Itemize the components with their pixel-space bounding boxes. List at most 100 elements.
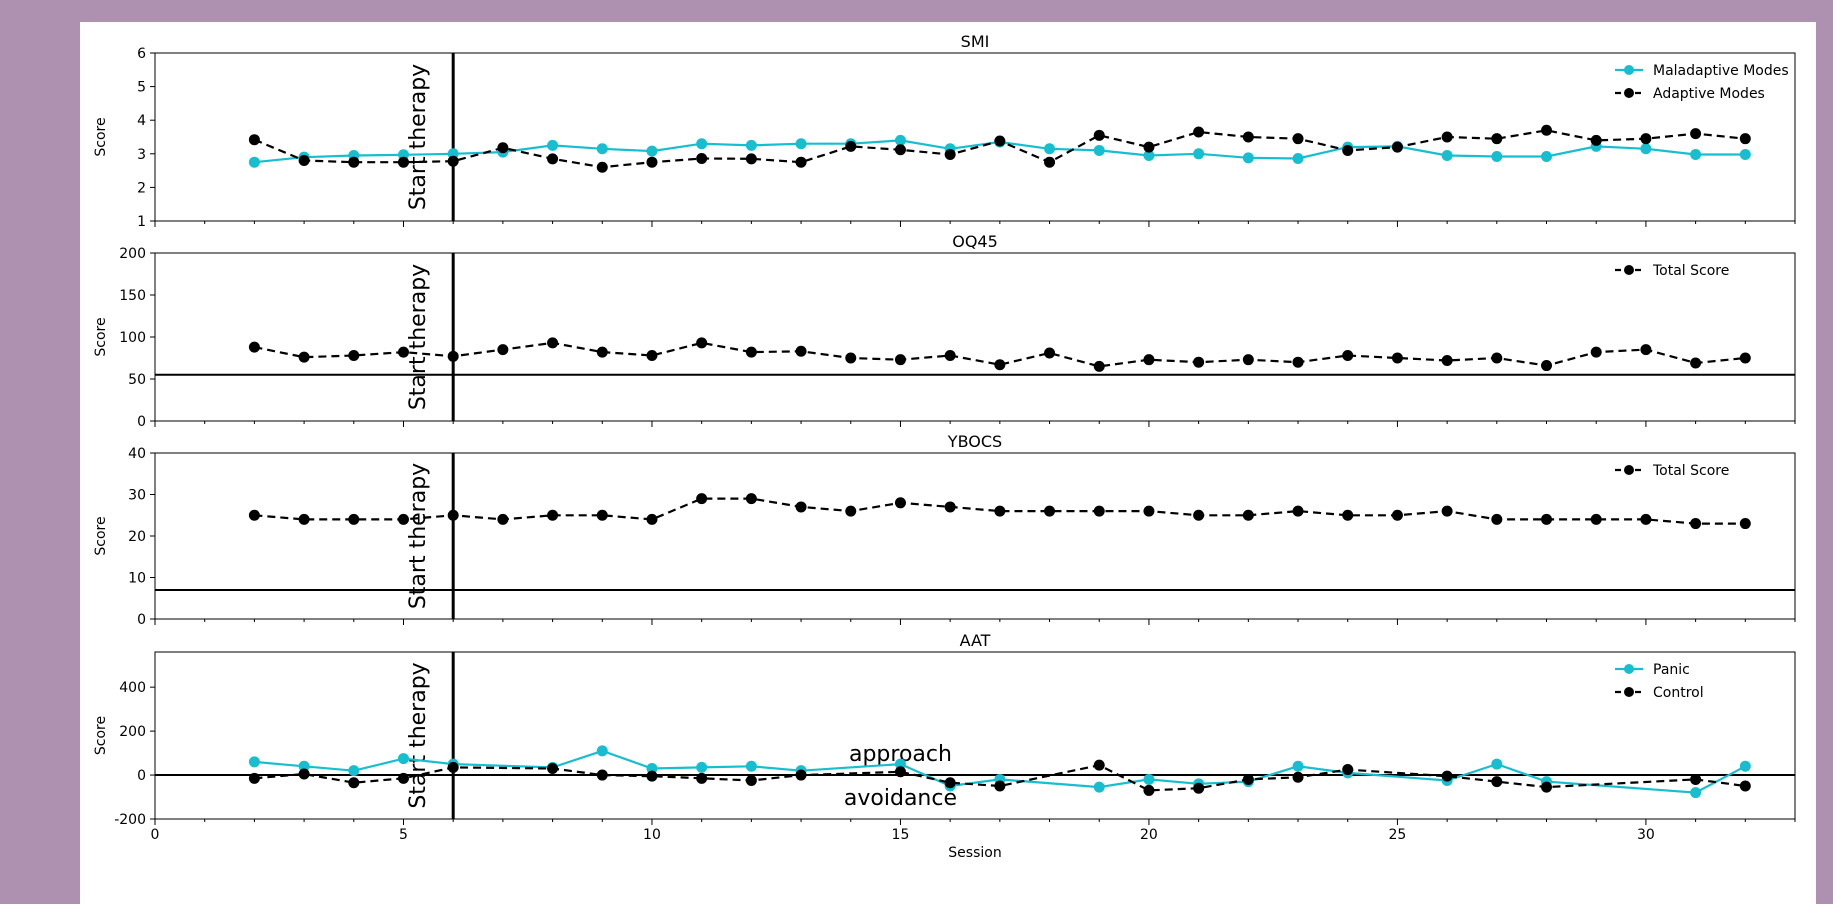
- data-point: [1491, 776, 1503, 788]
- y-tick-label: 30: [128, 488, 146, 504]
- data-point: [944, 349, 956, 361]
- data-point: [298, 768, 310, 780]
- start-therapy-label: Start therapy: [406, 64, 431, 210]
- data-point: [1093, 144, 1105, 156]
- data-point: [596, 346, 608, 358]
- data-point: [944, 148, 956, 160]
- data-point: [1193, 356, 1205, 368]
- data-point: [1044, 505, 1056, 517]
- y-tick-label: 4: [137, 113, 146, 129]
- x-tick-label: 15: [892, 827, 910, 843]
- data-point: [248, 756, 260, 768]
- data-point: [596, 509, 608, 521]
- data-point: [1193, 509, 1205, 521]
- data-point: [397, 513, 409, 525]
- data-point: [497, 513, 509, 525]
- legend-label: Total Score: [1652, 263, 1729, 279]
- data-point: [646, 145, 658, 157]
- data-point: [845, 352, 857, 364]
- annotation-avoidance: avoidance: [844, 786, 957, 811]
- start-therapy-label: Start therapy: [406, 662, 431, 808]
- legend-swatch-marker: [1624, 65, 1634, 75]
- y-tick-label: 3: [137, 147, 146, 163]
- data-point: [646, 762, 658, 774]
- y-tick-label: 6: [137, 46, 146, 62]
- data-point: [795, 501, 807, 513]
- data-point: [1690, 518, 1702, 530]
- legend-entry: Control: [1615, 685, 1704, 701]
- data-point: [248, 156, 260, 168]
- data-point: [447, 761, 459, 773]
- data-point: [1093, 781, 1105, 793]
- data-point: [547, 762, 559, 774]
- data-point: [1143, 354, 1155, 366]
- data-point: [596, 769, 608, 781]
- data-point: [1044, 347, 1056, 359]
- data-point: [1292, 505, 1304, 517]
- data-point: [745, 760, 757, 772]
- data-point: [348, 156, 360, 168]
- data-point: [1093, 360, 1105, 372]
- figure-canvas: SMI 1 2 3 4 5 6 Score Start therapy Maladaptive M…: [80, 22, 1816, 904]
- data-point: [646, 770, 658, 782]
- data-point: [248, 509, 260, 521]
- data-point: [696, 761, 708, 773]
- data-point: [397, 753, 409, 765]
- data-point: [1292, 133, 1304, 145]
- data-point: [1292, 356, 1304, 368]
- data-point: [1491, 513, 1503, 525]
- data-point: [1739, 518, 1751, 530]
- legend-swatch-marker: [1624, 88, 1634, 98]
- legend-label: Adaptive Modes: [1653, 86, 1765, 102]
- data-point: [497, 142, 509, 154]
- data-point: [1590, 513, 1602, 525]
- start-therapy-label: Start therapy: [406, 463, 431, 609]
- chart-title: SMI: [961, 32, 990, 51]
- data-point: [1541, 150, 1553, 162]
- data-point: [894, 766, 906, 778]
- data-point: [994, 359, 1006, 371]
- data-point: [696, 153, 708, 165]
- data-point: [1242, 509, 1254, 521]
- legend-entry: Total Score: [1615, 263, 1729, 279]
- panel-aat: AAT -200 0 200 400 0 5 10 15 20 25 30 Session Score St…: [93, 631, 1796, 861]
- data-point: [1690, 357, 1702, 369]
- data-point: [1342, 349, 1354, 361]
- y-tick-label: 10: [128, 571, 146, 587]
- data-point: [298, 351, 310, 363]
- y-tick-label: 40: [128, 446, 146, 462]
- data-point: [1441, 149, 1453, 161]
- legend-entry: Panic: [1615, 662, 1690, 678]
- panel-smi: SMI 1 2 3 4 5 6 Score Start therapy Maladaptive M…: [93, 32, 1796, 230]
- data-point: [1491, 758, 1503, 770]
- data-point: [1143, 784, 1155, 796]
- series-total-score: [248, 337, 1751, 372]
- data-point: [298, 760, 310, 772]
- data-point: [348, 765, 360, 777]
- data-point: [795, 769, 807, 781]
- y-axis-label: Score: [93, 317, 109, 356]
- data-point: [1143, 505, 1155, 517]
- data-point: [795, 156, 807, 168]
- data-point: [397, 156, 409, 168]
- data-point: [944, 501, 956, 513]
- data-point: [1342, 764, 1354, 776]
- legend-entry: Total Score: [1615, 463, 1729, 479]
- legend-entry: Maladaptive Modes: [1615, 63, 1789, 79]
- data-point: [447, 509, 459, 521]
- data-point: [1093, 759, 1105, 771]
- legend-label: Panic: [1653, 662, 1690, 678]
- chart-title: AAT: [960, 631, 991, 650]
- data-point: [547, 509, 559, 521]
- data-point: [1640, 513, 1652, 525]
- legend-label: Total Score: [1652, 463, 1729, 479]
- data-point: [348, 777, 360, 789]
- data-point: [696, 337, 708, 349]
- data-point: [1292, 771, 1304, 783]
- data-point: [1640, 133, 1652, 145]
- data-point: [894, 144, 906, 156]
- data-point: [547, 153, 559, 165]
- data-point: [1441, 505, 1453, 517]
- data-point: [397, 772, 409, 784]
- data-point: [994, 135, 1006, 147]
